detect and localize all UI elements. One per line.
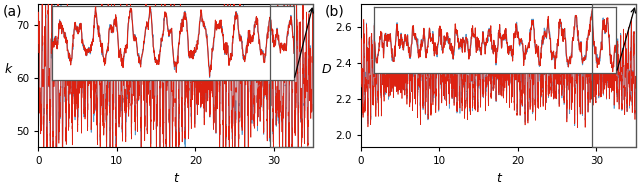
Y-axis label: k: k bbox=[4, 63, 12, 76]
X-axis label: t: t bbox=[496, 172, 500, 185]
Text: (b): (b) bbox=[325, 4, 345, 18]
Y-axis label: D: D bbox=[322, 63, 332, 76]
Bar bbox=[593, 4, 636, 147]
X-axis label: t: t bbox=[173, 172, 178, 185]
Text: (a): (a) bbox=[3, 4, 22, 18]
Bar bbox=[270, 4, 313, 147]
